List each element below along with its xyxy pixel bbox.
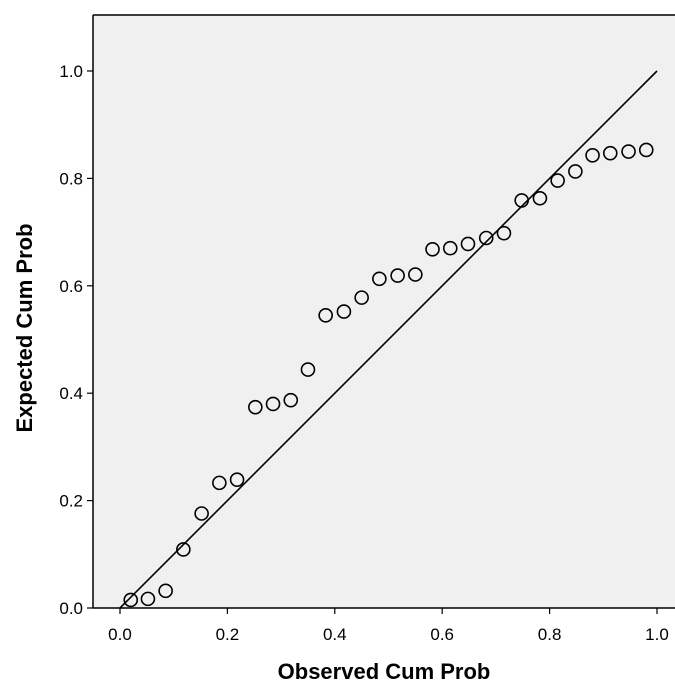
y-tick-label: 0.6 (59, 277, 83, 296)
plot-border (92, 14, 675, 609)
data-point (514, 193, 529, 208)
plot-area (93, 15, 675, 608)
x-tick-label: 1.0 (645, 625, 669, 644)
x-tick-label: 0.2 (216, 625, 240, 644)
data-point (212, 475, 227, 491)
y-tick-label: 1.0 (59, 62, 83, 81)
data-point (638, 142, 654, 158)
data-point (372, 271, 387, 287)
x-tick-label: 0.0 (108, 625, 132, 644)
data-point (123, 592, 139, 608)
data-point (390, 268, 405, 283)
x-axis-title: Observed Cum Prob (278, 659, 491, 684)
data-point (532, 190, 548, 206)
data-point (229, 472, 245, 487)
data-point (158, 583, 173, 599)
y-tick-label: 0.2 (59, 492, 83, 511)
data-point (140, 591, 156, 607)
data-point (585, 148, 600, 163)
data-point (336, 304, 352, 319)
data-point (568, 164, 583, 179)
data-point (425, 241, 440, 257)
x-axis-ticks: 0.0 0.2 0.4 0.6 0.8 1.0 (108, 608, 669, 644)
data-point (478, 230, 494, 246)
y-axis-title: Expected Cum Prob (12, 223, 37, 432)
data-point (283, 392, 299, 408)
x-tick-label: 0.4 (323, 625, 347, 644)
data-point (550, 173, 565, 188)
y-tick-label: 0.4 (59, 384, 83, 403)
data-point (194, 506, 209, 521)
data-point (300, 362, 316, 377)
data-point (265, 396, 281, 412)
data-point (460, 236, 476, 252)
data-point (354, 290, 369, 305)
data-point (248, 399, 263, 415)
data-point (408, 267, 423, 282)
y-axis-ticks: 0.0 0.2 0.4 0.6 0.8 1.0 (59, 62, 93, 618)
reference-line (119, 70, 658, 609)
data-points (123, 142, 654, 608)
data-point (621, 144, 636, 159)
data-point (176, 542, 191, 557)
data-point (602, 145, 618, 161)
data-point (442, 240, 458, 256)
data-point (496, 225, 512, 241)
y-tick-label: 0.8 (59, 169, 83, 188)
y-tick-label: 0.0 (59, 599, 83, 618)
x-tick-label: 0.6 (430, 625, 454, 644)
data-point (318, 308, 333, 323)
x-tick-label: 0.8 (538, 625, 562, 644)
